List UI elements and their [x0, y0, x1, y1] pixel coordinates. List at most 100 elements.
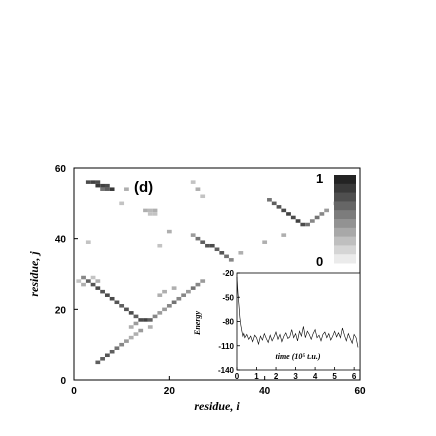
contact-cell: [90, 180, 96, 184]
contact-cell: [109, 296, 115, 301]
x-tick-label: 20: [164, 386, 176, 397]
contact-cell: [162, 307, 167, 312]
colorbar-step: [334, 201, 356, 211]
contact-cell: [100, 183, 105, 188]
contact-cell: [166, 229, 172, 234]
inset-y-tick-label: -110: [218, 342, 234, 351]
colorbar-step: [334, 192, 356, 202]
contact-cell: [76, 279, 82, 283]
contact-cell: [190, 233, 196, 237]
inset-x-tick-label: 3: [293, 372, 298, 381]
x-tick-label: 40: [259, 386, 271, 397]
contact-cell: [200, 194, 206, 199]
contact-cell: [176, 296, 182, 301]
colorbar-step: [334, 227, 356, 238]
contact-cell: [90, 275, 96, 280]
contact-cell: [186, 289, 191, 294]
y-axis-label: residue, j: [27, 251, 41, 297]
contact-cell: [124, 339, 129, 343]
contact-cell: [219, 251, 225, 255]
inset-x-tick-label: 0: [235, 372, 240, 381]
contact-cell: [309, 219, 315, 223]
contact-cell: [171, 300, 177, 305]
contact-cell: [224, 254, 229, 259]
colorbar-min-label: 0: [316, 254, 323, 269]
contact-cell: [114, 346, 120, 350]
contact-cell: [281, 208, 287, 213]
colorbar-max-label: 1: [316, 171, 323, 186]
contact-cell: [147, 325, 153, 329]
colorbar-step: [334, 175, 356, 185]
colorbar-steps: [334, 175, 356, 264]
contact-cell: [128, 325, 134, 329]
contact-cell: [114, 300, 120, 305]
contact-cell: [209, 243, 215, 248]
contact-cell: [276, 205, 282, 209]
contact-cell: [133, 332, 139, 336]
contact-cell: [319, 212, 325, 216]
contact-cell: [104, 293, 110, 297]
energy-line: [236, 276, 359, 348]
contact-cell: [81, 275, 86, 280]
inset-y-tick-label: -140: [218, 366, 235, 375]
y-tick-label: 20: [55, 305, 67, 316]
contact-cell: [162, 289, 167, 294]
contact-cell: [104, 183, 110, 188]
contact-cell: [181, 293, 187, 297]
y-tick-label: 0: [60, 376, 66, 387]
contact-cell: [190, 286, 196, 290]
y-tick-label: 60: [55, 164, 67, 175]
inset-x-tick-label: 6: [352, 372, 357, 381]
inset-x-tick-label: 4: [313, 372, 318, 381]
contact-cell: [147, 318, 153, 322]
x-axis-label: residue, i: [194, 399, 240, 413]
panel-label: (d): [134, 179, 153, 196]
contact-cell: [190, 180, 196, 184]
contact-cell: [324, 208, 330, 213]
contact-cell: [128, 311, 134, 315]
energy-inset-chart: 0 1 2 3 4 5 6 -20 -50 -80 -110 -140 Energy time (10…: [193, 269, 361, 381]
contact-cell: [147, 212, 153, 216]
contact-cell: [281, 233, 287, 237]
contact-cell: [95, 286, 101, 290]
contact-cell: [267, 198, 272, 202]
contact-cell: [143, 208, 148, 213]
contact-cell: [109, 187, 115, 191]
y-tick-label: 40: [55, 235, 67, 246]
colorbar-step: [334, 236, 356, 246]
contact-cell: [85, 240, 91, 244]
contact-cell: [119, 342, 125, 347]
contact-cell: [109, 349, 115, 354]
inset-y-tick-label: -50: [222, 293, 234, 302]
contact-cell: [166, 304, 172, 308]
contact-cell: [228, 258, 234, 262]
contact-cell: [85, 279, 91, 283]
colorbar-step: [334, 254, 356, 264]
contact-cell: [100, 357, 105, 361]
contact-cell: [81, 282, 86, 287]
contact-cell: [119, 304, 125, 308]
contact-cell: [104, 353, 110, 358]
colorbar-step: [334, 245, 356, 255]
contact-cell: [157, 311, 163, 315]
contact-cell: [85, 180, 91, 184]
contact-cell: [271, 201, 277, 206]
contact-cell: [95, 183, 101, 188]
contact-cell: [152, 208, 158, 213]
contact-cell: [152, 314, 158, 319]
contact-cell: [95, 279, 101, 283]
contact-cell: [138, 318, 144, 322]
contact-cell: [138, 328, 144, 333]
contact-cell: [100, 289, 105, 294]
colorbar-step: [334, 219, 356, 229]
inset-x-tick-label: 2: [274, 372, 279, 381]
contact-cell: [128, 335, 134, 340]
inset-x-tick-label: 1: [254, 372, 259, 381]
contact-cell: [90, 282, 96, 287]
inset-x-axis-label: time (10⁵ t.u.): [276, 352, 321, 361]
contact-cell: [119, 201, 125, 206]
contact-cell: [104, 187, 110, 191]
contact-cell: [305, 222, 310, 227]
